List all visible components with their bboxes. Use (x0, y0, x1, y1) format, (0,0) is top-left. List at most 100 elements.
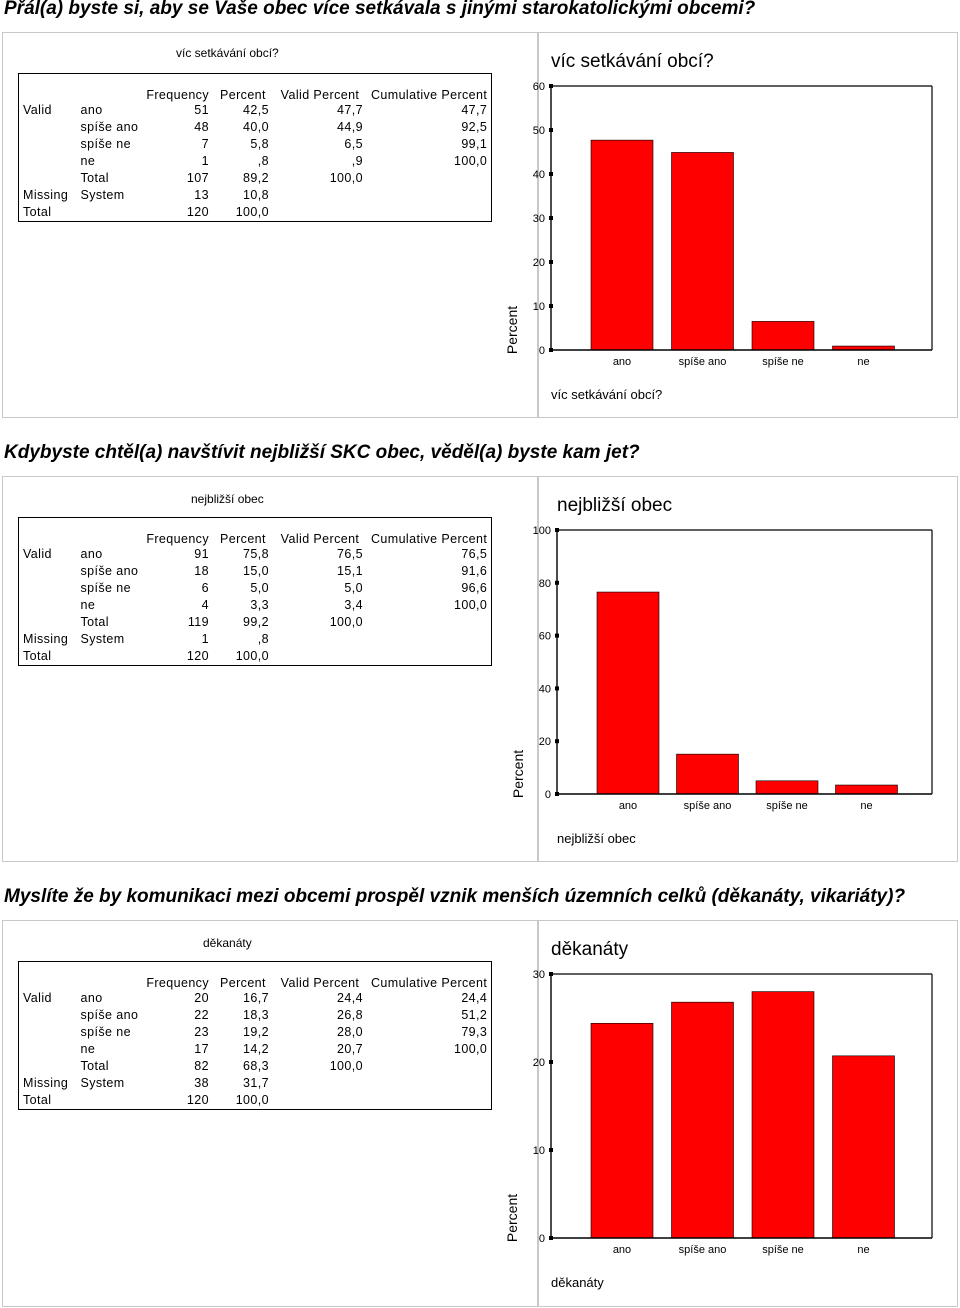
y-tick-label: 30 (533, 969, 545, 981)
y-tick-mark (549, 1148, 553, 1152)
cell-frequency: 38 (194, 1076, 209, 1090)
header-frequency: Frequency (142, 517, 213, 546)
cell-valid-percent (273, 1075, 367, 1092)
cell-percent: 5,0 (250, 581, 269, 595)
x-axis-label: děkanáty (551, 1275, 604, 1290)
table-row: Total 119 99,2 100,0 (18, 614, 493, 631)
cell-valid-percent: 26,8 (337, 1008, 363, 1022)
row-group (18, 1058, 77, 1075)
row-label (76, 648, 143, 666)
table-row: ne 17 14,2 20,7 100,0 (18, 1041, 493, 1058)
y-tick-label: 10 (533, 1145, 545, 1157)
cell-percent: 42,5 (243, 103, 269, 117)
y-tick-label: 20 (539, 736, 551, 748)
cell-valid-percent: 47,7 (337, 103, 363, 117)
y-tick-label: 80 (539, 578, 551, 590)
y-tick-mark (555, 580, 559, 585)
x-tick-label: spíše ano (679, 1244, 727, 1256)
cell-cumulative-percent (366, 614, 493, 631)
cell-frequency: 23 (194, 1025, 209, 1039)
y-tick-mark (555, 633, 559, 638)
cell-cumulative-percent: 92,5 (366, 119, 493, 136)
header-valid-percent: Valid Percent (272, 73, 367, 102)
row-group: Missing (18, 187, 77, 204)
bar (676, 753, 739, 795)
x-tick-label: spíše ne (762, 356, 804, 368)
table-row: Valid ano 20 16,7 24,4 24,4 (18, 990, 493, 1007)
y-tick-mark (549, 128, 553, 132)
cell-frequency: 119 (187, 615, 209, 629)
row-label: ano (80, 991, 103, 1005)
header-valid-percent: Valid Percent (272, 517, 367, 546)
cell-frequency: 22 (194, 1008, 209, 1022)
row-group (18, 170, 77, 187)
cell-percent: 40,0 (243, 120, 269, 134)
cell-percent: 89,2 (243, 171, 269, 185)
cell-valid-percent (273, 187, 367, 204)
table-title: víc setkávání obcí? (176, 46, 279, 60)
cell-frequency: 1 (201, 154, 209, 168)
bar (671, 152, 734, 351)
row-group: Total (18, 204, 77, 222)
row-label: Total (80, 171, 109, 185)
x-axis-label: nejbližší obec (557, 831, 636, 846)
cell-cumulative-percent: 99,1 (366, 136, 493, 153)
row-group (18, 614, 77, 631)
section-2-heading: Kdybyste chtěl(a) navštívit nejbližší SK… (4, 442, 640, 463)
cell-frequency: 120 (142, 1092, 213, 1110)
row-group: Valid (18, 546, 77, 563)
y-tick-label: 30 (533, 213, 545, 225)
cell-cumulative-percent: 76,5 (366, 546, 493, 563)
cell-valid-percent: 100,0 (329, 171, 363, 185)
row-group: Missing (18, 631, 77, 648)
row-group (18, 563, 77, 580)
y-tick-mark (549, 84, 553, 88)
header-frequency: Frequency (142, 73, 213, 102)
cell-percent: 100,0 (212, 1092, 273, 1110)
cell-valid-percent: 44,9 (337, 120, 363, 134)
x-tick-label: ne (860, 800, 872, 812)
row-group (18, 1007, 77, 1024)
header-cumulative-percent: Cumulative Percent (366, 73, 493, 102)
cell-cumulative-percent (366, 1092, 493, 1110)
chart-title: děkanáty (551, 939, 629, 960)
header-blank (76, 73, 143, 102)
table-row: Total 120 100,0 (18, 648, 493, 666)
section-2-chart-panel: nejbližší obec 0 20 40 60 80 100 Percent ano spí… (510, 476, 958, 862)
row-label (76, 1092, 143, 1110)
cell-percent: 100,0 (212, 204, 273, 222)
y-tick-label: 50 (533, 125, 545, 137)
y-tick-label: 40 (539, 683, 551, 695)
table-title: nejbližší obec (191, 492, 264, 506)
table-row: Valid ano 51 42,5 47,7 47,7 (18, 102, 493, 119)
y-tick-mark (549, 972, 553, 976)
row-label: spíše ne (80, 137, 131, 151)
row-group: Total (18, 1092, 77, 1110)
cell-valid-percent: 3,4 (344, 598, 363, 612)
header-valid-percent: Valid Percent (272, 961, 367, 990)
cell-valid-percent (273, 631, 367, 648)
row-label: spíše ano (80, 564, 139, 578)
cell-cumulative-percent: 100,0 (366, 1041, 493, 1058)
table-row: spíše ano 22 18,3 26,8 51,2 (18, 1007, 493, 1024)
y-tick-label: 40 (533, 169, 545, 181)
table-row: Missing System 1 ,8 (18, 631, 493, 648)
row-label: spíše ano (80, 1008, 139, 1022)
table-row: Total 120 100,0 (18, 204, 493, 222)
y-tick-label: 20 (533, 257, 545, 269)
y-tick-label: 0 (539, 1233, 545, 1245)
table-row: spíše ano 48 40,0 44,9 92,5 (18, 119, 493, 136)
cell-valid-percent: ,9 (351, 154, 363, 168)
cell-cumulative-percent (366, 648, 493, 666)
section-1-heading: Přál(a) byste si, aby se Vaše obec více … (4, 0, 756, 19)
cell-percent: ,8 (257, 632, 269, 646)
cell-valid-percent: 15,1 (337, 564, 363, 578)
row-label: ne (80, 598, 96, 612)
cell-valid-percent: 20,7 (337, 1042, 363, 1056)
y-tick-label: 0 (539, 345, 545, 357)
cell-percent: 100,0 (212, 648, 273, 666)
cell-percent: 99,2 (243, 615, 269, 629)
y-tick-mark (549, 216, 553, 220)
cell-cumulative-percent: 100,0 (366, 597, 493, 614)
header-blank (18, 517, 77, 546)
